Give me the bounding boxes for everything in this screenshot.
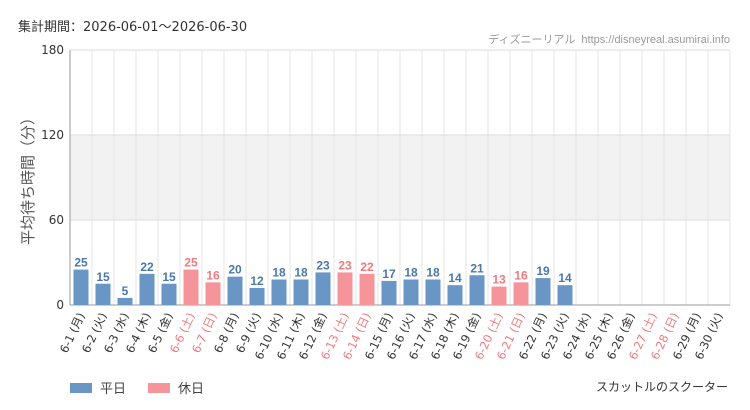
bar-value-label: 16 [514,268,528,282]
bar-value-label: 22 [360,260,374,274]
bar-value-label: 13 [492,273,506,287]
legend-item-weekday[interactable]: 平日 [70,378,126,397]
bar-value-label: 23 [316,258,330,272]
bar [403,279,419,305]
bar-value-label: 14 [448,271,462,285]
credit-site[interactable]: https://disneyreal.asumirai.info [581,34,730,46]
y-tick-label: 120 [41,128,64,142]
bar [557,285,573,305]
y-tick-label: 60 [49,213,64,227]
bar-value-label: 16 [206,268,220,282]
bar-value-label: 18 [426,266,440,280]
bar [95,283,111,305]
bar-value-label: 18 [272,266,286,280]
bar [491,286,507,305]
bar [73,269,89,305]
y-tick-label: 0 [56,298,64,312]
bar [447,285,463,305]
bar-value-label: 14 [558,271,572,285]
bar-value-label: 25 [184,256,198,270]
bar [271,279,287,305]
bar [337,272,353,305]
bar [513,282,529,305]
bar-value-label: 5 [122,284,129,298]
bar-value-label: 19 [536,264,550,278]
bar [249,288,265,305]
bar-value-label: 23 [338,258,352,272]
credit[interactable]: ディズニーリアル https://disneyreal.asumirai.info [488,31,730,47]
bar-value-label: 17 [382,267,396,281]
credit-label: ディズニーリアル [488,34,576,46]
bar-value-label: 22 [140,260,154,274]
attraction-name: スカットルのスクーター [595,380,728,394]
bar [227,276,243,305]
bar-value-label: 15 [162,270,176,284]
bar-value-label: 18 [294,266,308,280]
bar-value-label: 18 [404,266,418,280]
legend-item-holiday[interactable]: 休日 [148,378,204,397]
legend: 平日 休日 [70,378,204,397]
bar [139,273,155,305]
y-tick-label: 180 [41,43,64,57]
bar-value-label: 15 [96,270,110,284]
bar-value-label: 25 [74,256,88,270]
bar [183,269,199,305]
bar [425,279,441,305]
bar-value-label: 12 [250,274,264,288]
bar-value-label: 21 [470,261,484,275]
legend-label-holiday: 休日 [178,382,205,397]
period-label: 集計期間：2026-06-01～2026-06-30 [18,20,248,35]
bar [315,272,331,305]
bar-value-label: 20 [228,263,242,277]
bar [293,279,309,305]
legend-swatch-weekday [70,382,92,393]
bar [161,283,177,305]
bar [359,273,375,305]
bar [117,297,133,305]
bar [469,275,485,305]
bar [205,282,221,305]
legend-label-weekday: 平日 [100,382,127,397]
legend-swatch-holiday [148,382,171,393]
bar [381,280,397,305]
y-axis-title: 平均待ち時間（分） [19,110,37,245]
bar [535,278,551,305]
